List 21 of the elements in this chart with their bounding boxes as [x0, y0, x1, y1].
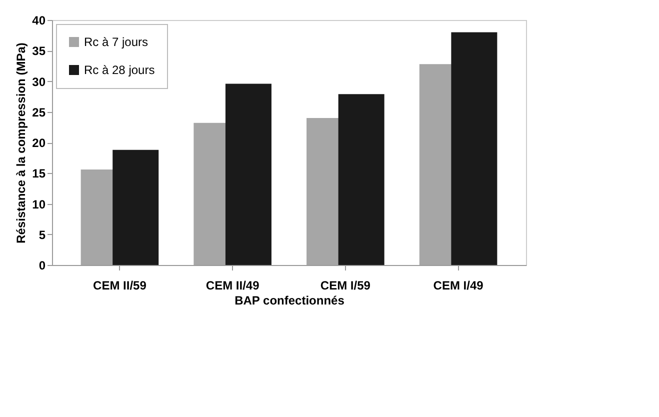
x-tick-label: CEM I/49	[433, 278, 484, 292]
bar	[338, 94, 384, 265]
bar	[112, 150, 159, 265]
y-tick-label: 10	[32, 197, 46, 212]
bar	[451, 32, 498, 265]
y-tick-label: 0	[38, 258, 46, 272]
legend-label: Rc à 28 jours	[84, 63, 155, 77]
x-tick-label: CEM II/59	[93, 278, 147, 292]
y-tick-label: 20	[32, 136, 46, 150]
y-tick-label: 15	[32, 166, 46, 181]
y-tick-label: 5	[38, 228, 46, 242]
x-tick-label: CEM I/59	[320, 278, 371, 292]
y-axis-title: Résistance à la compression (MPa)	[14, 42, 28, 244]
y-tick-label: 35	[32, 44, 46, 58]
y-tick-label: 25	[32, 105, 46, 120]
x-tick-label: CEM II/49	[206, 278, 260, 292]
y-tick-label: 30	[32, 74, 46, 89]
bar	[225, 84, 272, 265]
legend-label: Rc à 7 jours	[84, 35, 148, 49]
x-axis-title: BAP confectionnés	[234, 294, 345, 308]
y-tick-label: 40	[32, 14, 46, 28]
